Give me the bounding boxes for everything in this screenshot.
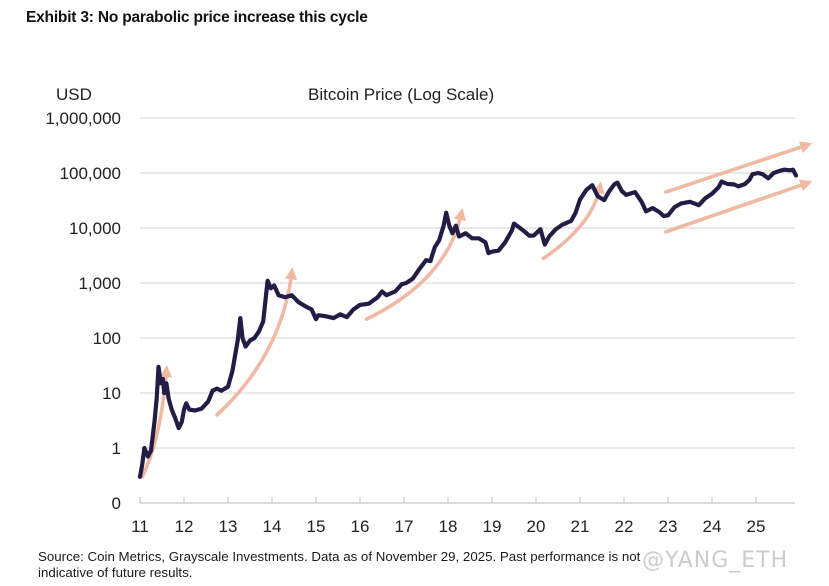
y-tick-label: 1,000 — [78, 274, 121, 293]
chart-title: Bitcoin Price (Log Scale) — [308, 85, 495, 104]
x-tick-label: 14 — [263, 517, 282, 536]
y-tick-label: 100,000 — [60, 164, 121, 183]
x-tick-label: 22 — [615, 517, 634, 536]
x-tick-label: 21 — [571, 517, 590, 536]
trend-arrow-channel-lower — [664, 179, 813, 234]
y-axis-unit-label: USD — [56, 85, 92, 104]
x-tick-label: 13 — [219, 517, 238, 536]
x-axis — [139, 497, 757, 503]
y-tick-label: 10 — [102, 384, 121, 403]
y-tick-label: 1 — [112, 439, 121, 458]
x-tick-label: 25 — [747, 517, 766, 536]
y-tick-label: 1,000,000 — [45, 109, 121, 128]
y-tick-label: 0 — [112, 494, 121, 513]
x-tick-label: 12 — [175, 517, 194, 536]
y-tick-label: 100 — [93, 329, 121, 348]
x-tick-label: 17 — [395, 517, 414, 536]
price-line — [137, 167, 799, 479]
gridlines — [140, 117, 795, 504]
x-tick-label: 19 — [483, 517, 502, 536]
watermark: @YANG_ETH — [642, 548, 789, 573]
x-tick-label: 18 — [439, 517, 458, 536]
x-tick-label: 11 — [131, 517, 149, 536]
source-line-1: Source: Coin Metrics, Grayscale Investme… — [38, 549, 641, 564]
trend-arrow-cycle-2017 — [364, 207, 466, 321]
source-line-2: indicative of future results. — [38, 565, 193, 580]
x-tick-label: 15 — [307, 517, 326, 536]
x-axis-tick-labels: 11 12 13 14 15 16 17 18 19 20 21 22 23 24 25 — [131, 517, 765, 536]
x-tick-label: 20 — [527, 517, 546, 536]
x-tick-label: 24 — [703, 517, 722, 536]
price-series — [137, 167, 799, 479]
trend-arrow-cycle-2013 — [215, 267, 298, 417]
trend-arrow-channel-upper — [664, 141, 813, 194]
source-note: Source: Coin Metrics, Grayscale Investme… — [38, 549, 798, 581]
x-tick-label: 16 — [351, 517, 370, 536]
y-tick-label: 10,000 — [69, 219, 121, 238]
exhibit-title: Exhibit 3: No parabolic price increase t… — [26, 9, 368, 26]
x-tick-label: 23 — [659, 517, 678, 536]
